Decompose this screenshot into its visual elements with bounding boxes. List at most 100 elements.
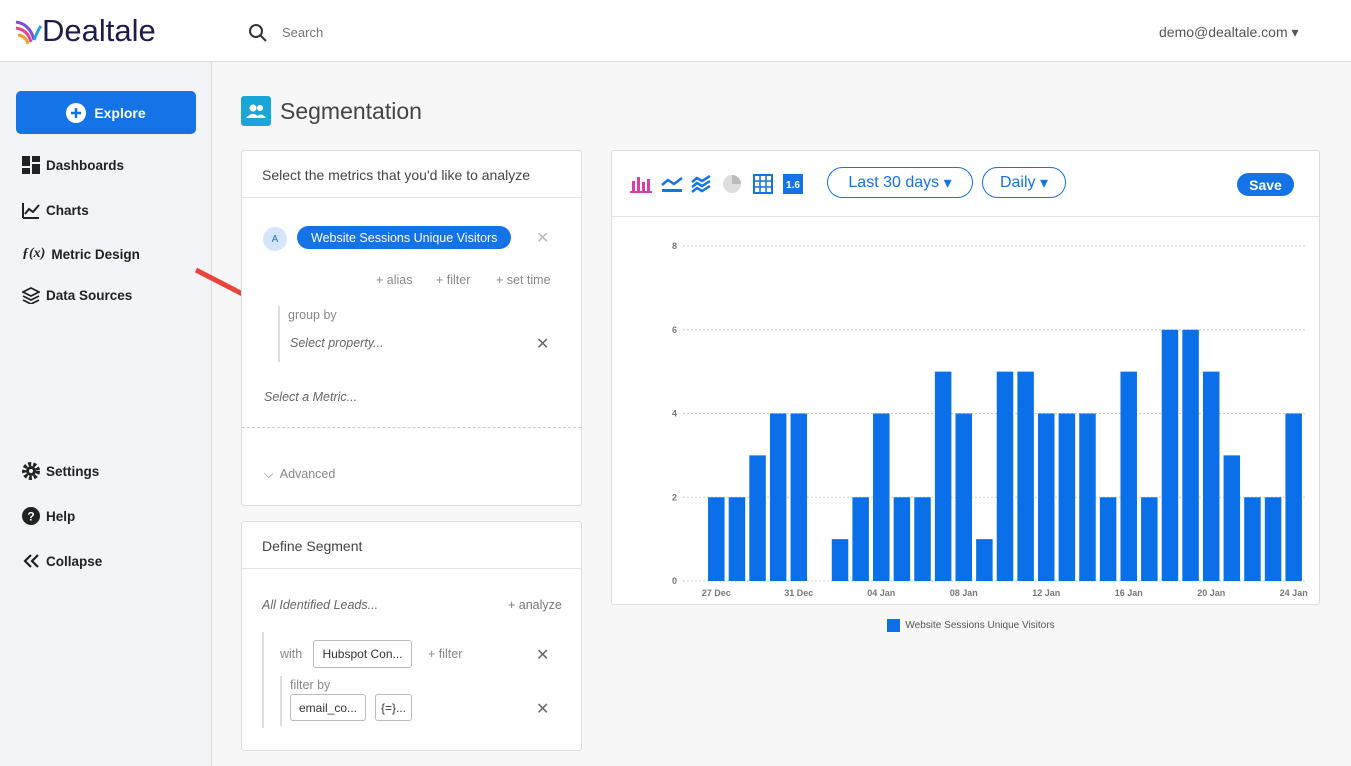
- legend-label[interactable]: Website Sessions Unique Visitors: [905, 620, 1055, 631]
- y-tick-label: 8: [672, 241, 677, 251]
- nav-settings[interactable]: Settings: [22, 462, 99, 480]
- bar: [1017, 371, 1034, 581]
- legend-swatch: [887, 619, 901, 632]
- nav-metric-design[interactable]: ƒ(x) Metric Design: [22, 246, 140, 262]
- action-set-time[interactable]: + set time: [496, 273, 551, 287]
- bar: [1202, 371, 1220, 581]
- y-tick-label: 4: [672, 409, 677, 419]
- metrics-panel: Select the metrics that you'd like to an…: [241, 150, 582, 506]
- icon: [22, 462, 40, 480]
- x-tick-label: 16 Jan: [1115, 588, 1143, 598]
- interval-label: Daily: [999, 173, 1036, 191]
- filter-field[interactable]: email_co...: [290, 694, 366, 721]
- nav-help[interactable]: ? Help: [22, 507, 75, 525]
- select-metric[interactable]: Select a Metric...: [264, 390, 358, 404]
- x-tick-label: 27 Dec: [702, 588, 731, 598]
- group-by-label: group by: [288, 308, 337, 322]
- segmentation-icon: [241, 96, 271, 126]
- advanced-toggle[interactable]: ⌵ Advanced: [264, 467, 336, 481]
- bar: [1264, 497, 1282, 581]
- line-chart-icon[interactable]: [661, 177, 683, 192]
- action-alias[interactable]: + alias: [376, 273, 413, 287]
- number-icon[interactable]: 1.6: [783, 174, 803, 194]
- range-dropdown[interactable]: Last 30 days ▾: [827, 167, 973, 198]
- bar: [1244, 497, 1261, 581]
- x-tick-label: 31 Dec: [784, 588, 813, 598]
- nav-label: Charts: [46, 202, 89, 218]
- icon: [22, 203, 40, 219]
- search-input[interactable]: Search: [282, 25, 324, 40]
- bar: [1285, 413, 1302, 581]
- interval-dropdown[interactable]: Daily ▾: [982, 167, 1066, 198]
- pie-chart-icon[interactable]: [723, 175, 741, 193]
- segment-base[interactable]: All Identified Leads...: [262, 598, 379, 612]
- explore-button[interactable]: Explore: [16, 91, 196, 134]
- advanced-label: Advanced: [279, 467, 336, 481]
- x-tick-label: 12 Jan: [1032, 588, 1060, 598]
- bar: [1058, 413, 1076, 581]
- bar: [1182, 329, 1199, 581]
- nav-collapse[interactable]: Collapse: [22, 552, 102, 570]
- action-label: filter: [446, 273, 471, 287]
- y-tick-label: 0: [672, 576, 677, 586]
- filter-operator[interactable]: {=}...: [375, 694, 412, 721]
- icon: ƒ(x): [22, 246, 46, 261]
- bar: [955, 413, 973, 581]
- user-menu[interactable]: demo@dealtale.com ▾: [1159, 24, 1299, 40]
- filter-rail: [280, 676, 282, 726]
- icon: [23, 554, 39, 568]
- y-tick-label: 2: [672, 492, 677, 502]
- divider: [612, 216, 1319, 217]
- nav-dashboards[interactable]: Dashboards: [22, 156, 124, 174]
- bar: [1079, 413, 1096, 581]
- bar: [749, 455, 766, 581]
- metric-badge: A: [263, 227, 287, 251]
- nav-charts[interactable]: Charts: [22, 201, 89, 219]
- nav-label: Settings: [46, 463, 100, 479]
- remove-filter[interactable]: ✕: [536, 701, 550, 718]
- save-button[interactable]: Save: [1237, 173, 1294, 196]
- area-chart-icon[interactable]: [691, 174, 711, 193]
- explore-label: Explore: [94, 104, 146, 121]
- bar-chart-icon[interactable]: [630, 177, 652, 193]
- divider: [242, 197, 581, 198]
- x-tick-label: 24 Jan: [1280, 588, 1308, 598]
- with-rail: [262, 632, 264, 728]
- metric-chip[interactable]: Website Sessions Unique Visitors: [297, 226, 512, 249]
- legend: Website Sessions Unique Visitors: [611, 619, 1331, 632]
- x-tick-label: 20 Jan: [1197, 588, 1225, 598]
- x-tick-label: 08 Jan: [950, 588, 978, 598]
- brand: Dealtale: [42, 13, 156, 48]
- divider: [242, 568, 581, 569]
- bar: [1099, 497, 1117, 581]
- plus-icon: [66, 102, 87, 123]
- sidebar: Explore Dashboards Charts ƒ(x) Metric Des…: [0, 62, 212, 766]
- chart-card: 1.6 Last 30 days ▾ Daily ▾ Save 0 2 4 6 8 27 …: [611, 150, 1320, 605]
- panel-title: Define Segment: [262, 538, 363, 554]
- table-icon[interactable]: [753, 174, 773, 194]
- remove-group[interactable]: ✕: [536, 336, 550, 353]
- filter-action[interactable]: + filter: [428, 647, 463, 661]
- logo-icon: [15, 20, 42, 45]
- analyze-action[interactable]: + analyze: [508, 598, 562, 612]
- action-filter[interactable]: + filter: [436, 273, 471, 287]
- chart-type-icons: 1.6: [630, 174, 803, 194]
- remove-metric[interactable]: ✕: [536, 230, 550, 247]
- bar: [1037, 413, 1055, 581]
- segment-panel: Define Segment All Identified Leads... +…: [241, 521, 582, 751]
- bar: [934, 371, 952, 581]
- bar: [1120, 371, 1137, 581]
- remove-with[interactable]: ✕: [536, 647, 550, 664]
- bar: [873, 413, 890, 581]
- bar: [1223, 455, 1241, 581]
- bar: [831, 539, 849, 581]
- group-by-select[interactable]: Select property...: [290, 336, 384, 350]
- icon: ?: [22, 507, 40, 525]
- icon: [22, 286, 40, 304]
- nav-data-sources[interactable]: Data Sources: [22, 286, 132, 304]
- with-select[interactable]: Hubspot Con...: [313, 640, 412, 668]
- action-label: alias: [386, 273, 413, 287]
- bar: [852, 497, 869, 581]
- action-label: analyze: [518, 598, 562, 612]
- bar: [1161, 329, 1179, 581]
